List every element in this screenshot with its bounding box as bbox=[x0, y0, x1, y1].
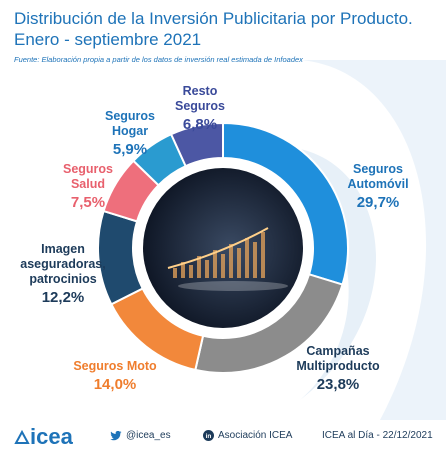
segment-label-line: Imagen bbox=[41, 242, 85, 256]
segment-value: 12,2% bbox=[42, 289, 85, 306]
date-label: ICEA al Día - 22/12/2021 bbox=[322, 430, 433, 441]
segment-value: 23,8% bbox=[317, 376, 360, 393]
twitter-handle: @icea_es bbox=[126, 430, 171, 441]
segment-label-line: Multiproducto bbox=[296, 359, 380, 373]
title-line-2: Enero - septiembre 2021 bbox=[14, 30, 202, 49]
center-image-disc bbox=[143, 168, 303, 328]
segment-label-line: patrocinios bbox=[29, 272, 96, 286]
segment-value: 5,9% bbox=[113, 141, 147, 158]
donut-segment-6 bbox=[169, 121, 224, 168]
linkedin-icon: in bbox=[203, 430, 214, 441]
linkedin-name: Asociación ICEA bbox=[218, 430, 293, 441]
linkedin-link[interactable]: in Asociación ICEA bbox=[203, 430, 292, 441]
segment-label-line: Resto bbox=[183, 84, 218, 98]
segment-value: 14,0% bbox=[94, 376, 137, 393]
center-image-decoration bbox=[167, 227, 288, 291]
segment-label-line: Seguros Moto bbox=[73, 359, 157, 373]
segment-value: 6,8% bbox=[183, 116, 217, 133]
chart-title: Distribución de la Inversión Publicitari… bbox=[14, 8, 434, 50]
icea-logo-icon bbox=[14, 429, 30, 444]
date-text: ICEA al Día - 22/12/2021 bbox=[322, 430, 433, 441]
segment-label-line: Automóvil bbox=[347, 177, 408, 191]
segment-label-line: Salud bbox=[71, 177, 105, 191]
twitter-link[interactable]: @icea_es bbox=[110, 430, 171, 441]
title-line-1: Distribución de la Inversión Publicitari… bbox=[14, 9, 413, 28]
segment-label-2: Seguros Moto 14,0% bbox=[73, 359, 157, 393]
footer: icea @icea_es in Asociación ICEA ICEA al… bbox=[0, 422, 446, 452]
twitter-bird-icon bbox=[110, 430, 122, 441]
segment-label-line: Seguros bbox=[105, 109, 155, 123]
segment-value: 29,7% bbox=[357, 194, 400, 211]
segment-label-line: Seguros bbox=[175, 99, 225, 113]
segment-label-line: Seguros bbox=[353, 162, 403, 176]
segment-label-line: aseguradoras, bbox=[20, 257, 105, 271]
segment-label-line: Campañas bbox=[306, 344, 369, 358]
logo-text: icea bbox=[30, 424, 73, 449]
svg-text:in: in bbox=[206, 433, 212, 440]
segment-label-line: Seguros bbox=[63, 162, 113, 176]
segment-value: 7,5% bbox=[71, 194, 105, 211]
segment-label-line: Hogar bbox=[112, 124, 148, 138]
icea-logo: icea bbox=[14, 424, 73, 450]
source-note: Fuente: Elaboración propia a partir de l… bbox=[14, 55, 303, 64]
